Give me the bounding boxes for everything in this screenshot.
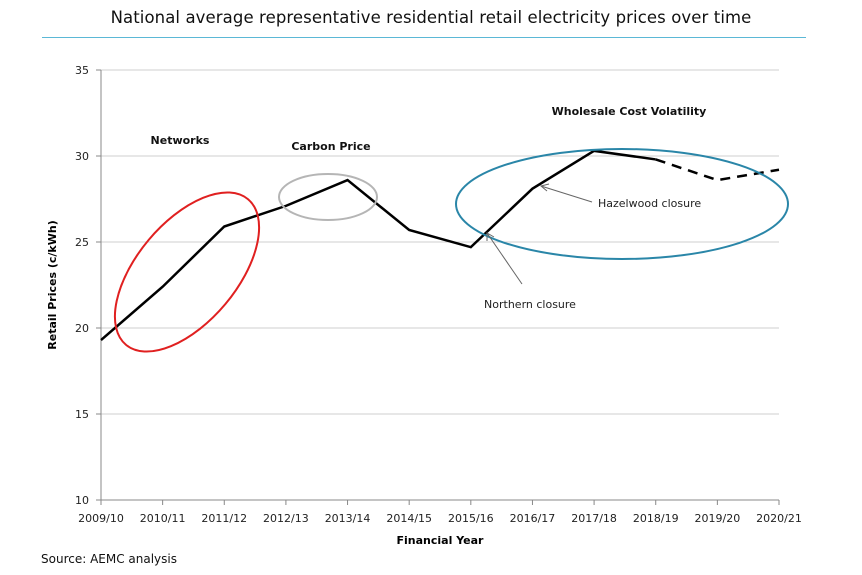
y-tick-label: 10 xyxy=(75,494,89,507)
x-tick-label: 2017/18 xyxy=(571,512,617,525)
x-tick-label: 2018/19 xyxy=(633,512,679,525)
x-tick-label: 2012/13 xyxy=(263,512,309,525)
networks-label: Networks xyxy=(151,134,210,147)
y-tick-label: 15 xyxy=(75,408,89,421)
source-note: Source: AEMC analysis xyxy=(41,552,177,566)
x-tick-label: 2016/17 xyxy=(510,512,556,525)
x-tick-label: 2020/21 xyxy=(756,512,802,525)
y-tick-label: 25 xyxy=(75,236,89,249)
hazelwood-arrow xyxy=(540,185,593,203)
x-tick-label: 2019/20 xyxy=(695,512,741,525)
price-line xyxy=(100,149,656,341)
y-tick-label: 30 xyxy=(75,150,89,163)
x-tick-label: 2015/16 xyxy=(448,512,494,525)
networks-ellipse xyxy=(113,191,261,353)
title-divider xyxy=(42,37,806,38)
gridlines xyxy=(101,69,779,415)
northern-arrow xyxy=(486,232,523,285)
chart-title: National average representative resident… xyxy=(110,8,752,27)
x-tick-label: 2014/15 xyxy=(386,512,432,525)
carbon-price-ellipse xyxy=(278,173,378,221)
y-axis-ticks: 10 15 20 25 30 35 xyxy=(75,64,101,507)
northern-closure-label: Northern closure xyxy=(484,298,576,311)
wholesale-volatility-ellipse xyxy=(455,148,789,260)
hazelwood-arrowhead xyxy=(539,183,550,192)
x-tick-label: 2009/10 xyxy=(78,512,124,525)
carbon-price-label: Carbon Price xyxy=(291,140,370,153)
wholesale-volatility-label: Wholesale Cost Volatility xyxy=(552,105,707,118)
y-tick-label: 20 xyxy=(75,322,89,335)
projected-price-line xyxy=(655,158,780,182)
x-tick-label: 2011/12 xyxy=(201,512,247,525)
series-lines xyxy=(100,149,780,341)
y-axis-label: Retail Prices (c/kWh) xyxy=(46,220,59,349)
y-tick-label: 35 xyxy=(75,64,89,77)
x-tick-label: 2010/11 xyxy=(140,512,186,525)
x-tick-label: 2013/14 xyxy=(325,512,371,525)
hazelwood-closure-label: Hazelwood closure xyxy=(598,197,701,210)
annotations: Networks Carbon Price Wholesale Cost Volat… xyxy=(113,105,789,353)
x-axis-label: Financial Year xyxy=(397,534,485,547)
northern-arrowhead xyxy=(486,232,495,241)
x-axis-ticks: 2009/10 2010/11 2011/12 2012/13 2013/14 2014/… xyxy=(78,500,802,525)
